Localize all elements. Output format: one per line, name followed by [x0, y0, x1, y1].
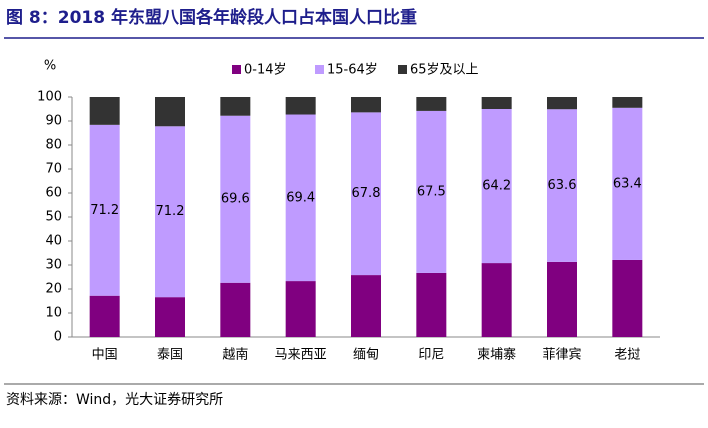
value-label: 67.8 — [352, 186, 381, 201]
bar-segment — [351, 112, 381, 276]
bar-segment — [416, 97, 447, 111]
x-tick-label: 缅甸 — [353, 348, 379, 363]
legend-swatch — [398, 65, 407, 74]
y-tick-label: 90 — [45, 114, 62, 129]
value-label: 67.5 — [417, 184, 446, 199]
value-label: 63.4 — [613, 176, 642, 191]
value-label: 64.2 — [482, 179, 511, 194]
y-tick-label: 20 — [45, 282, 62, 297]
y-tick-label: 70 — [45, 162, 62, 177]
y-tick-label: 0 — [54, 330, 62, 345]
legend-label: 65岁及以上 — [410, 63, 479, 78]
bar-segment — [481, 109, 512, 264]
bar-segment — [89, 295, 120, 337]
bar-segment — [351, 275, 381, 337]
y-tick-label: 60 — [45, 186, 62, 201]
x-tick-label: 中国 — [92, 348, 118, 363]
legend-swatch — [315, 65, 324, 74]
bar-segment — [89, 124, 120, 296]
legend-swatch — [232, 65, 241, 74]
x-tick-label: 泰国 — [157, 348, 183, 363]
y-tick-label: 10 — [45, 306, 62, 321]
bar-segment — [612, 259, 643, 337]
bar-segment — [547, 97, 577, 110]
x-tick-label: 菲律宾 — [542, 347, 581, 363]
bar-segment — [416, 272, 447, 337]
chart-title: 图 8：2018 年东盟八国各年龄段人口占本国人口比重 — [6, 7, 417, 28]
value-label: 63.6 — [548, 178, 577, 193]
bar-segment — [351, 97, 381, 113]
y-tick-label: 30 — [45, 258, 62, 273]
bar-segment — [220, 115, 251, 283]
y-tick-label: 50 — [45, 210, 62, 225]
x-tick-label: 印尼 — [418, 348, 444, 363]
bar-segment — [285, 281, 316, 337]
bar-segment — [285, 97, 316, 115]
bar-segment — [155, 297, 185, 337]
x-tick-label: 马来西亚 — [275, 348, 327, 363]
bar-segment — [547, 261, 577, 337]
source: 资料来源：Wind，光大证券研究所 — [6, 392, 223, 408]
value-label: 69.4 — [286, 190, 315, 205]
bar-segment — [89, 97, 120, 125]
value-label: 69.6 — [221, 192, 250, 207]
legend-label: 0-14岁 — [244, 63, 287, 78]
x-tick-label: 老挝 — [614, 348, 640, 363]
value-label: 71.2 — [156, 204, 185, 219]
value-label: 71.2 — [90, 203, 119, 218]
x-tick-label: 越南 — [222, 347, 248, 363]
x-tick-label: 柬埔寨 — [477, 347, 516, 363]
bar-segment — [285, 114, 316, 282]
bar-segment — [612, 97, 643, 108]
bar-segment — [155, 97, 185, 127]
bar-segment — [220, 97, 251, 116]
bar-segment — [481, 97, 512, 109]
y-tick-label: 100 — [37, 90, 62, 105]
bar-segment — [481, 263, 512, 337]
bar-segment — [416, 110, 447, 273]
bar-segment — [547, 109, 577, 262]
legend-label: 15-64岁 — [327, 63, 378, 78]
y-unit: % — [44, 59, 56, 74]
bar-segment — [220, 282, 251, 337]
y-tick-label: 40 — [45, 234, 62, 249]
bar-segment — [155, 126, 185, 298]
y-tick-label: 80 — [45, 138, 62, 153]
bar-segment — [612, 107, 643, 260]
